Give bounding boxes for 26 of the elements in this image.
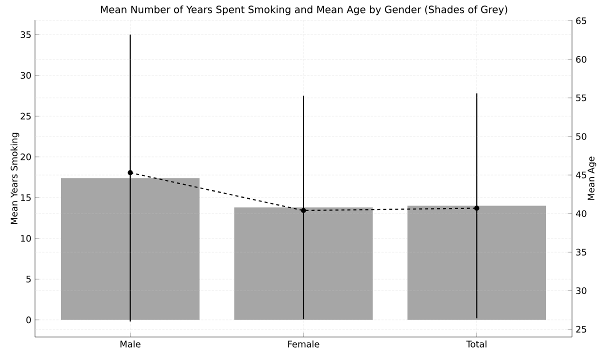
y2-tick-label: 45 <box>576 172 586 178</box>
y2-tick-label: 60 <box>576 56 586 63</box>
y-tick-label: 10 <box>21 235 31 242</box>
y-tick-label: 25 <box>20 112 31 120</box>
y2-axis-title: Mean Age <box>588 156 596 200</box>
y-tick-label: 35 <box>20 31 31 38</box>
y2-tick-label: 30 <box>576 287 586 294</box>
y2-tick-label: 25 <box>576 326 586 333</box>
x-tick-label: Female <box>288 340 320 348</box>
y-tick-label: 30 <box>20 72 31 79</box>
chart-title: Mean Number of Years Spent Smoking and Mean Age by Gender (Shades of Grey) <box>100 6 508 16</box>
y-tick-label: 5 <box>26 276 31 282</box>
y-tick-label: 15 <box>21 194 31 201</box>
y-tick-label: 20 <box>20 154 31 160</box>
y-axis-title: Mean Years Smoking <box>10 132 20 224</box>
y2-tick-label: 50 <box>576 133 586 140</box>
x-tick-label: Total <box>466 340 486 348</box>
point <box>474 206 480 211</box>
y2-tick-label: 40 <box>576 210 586 217</box>
point <box>128 170 133 176</box>
y2-tick-label: 35 <box>576 248 586 256</box>
x-tick-label: Male <box>120 340 140 348</box>
point <box>300 208 306 214</box>
y2-tick-label: 65 <box>576 17 586 24</box>
y2-tick-label: 55 <box>576 94 586 102</box>
y-tick-label: 0 <box>26 316 31 324</box>
